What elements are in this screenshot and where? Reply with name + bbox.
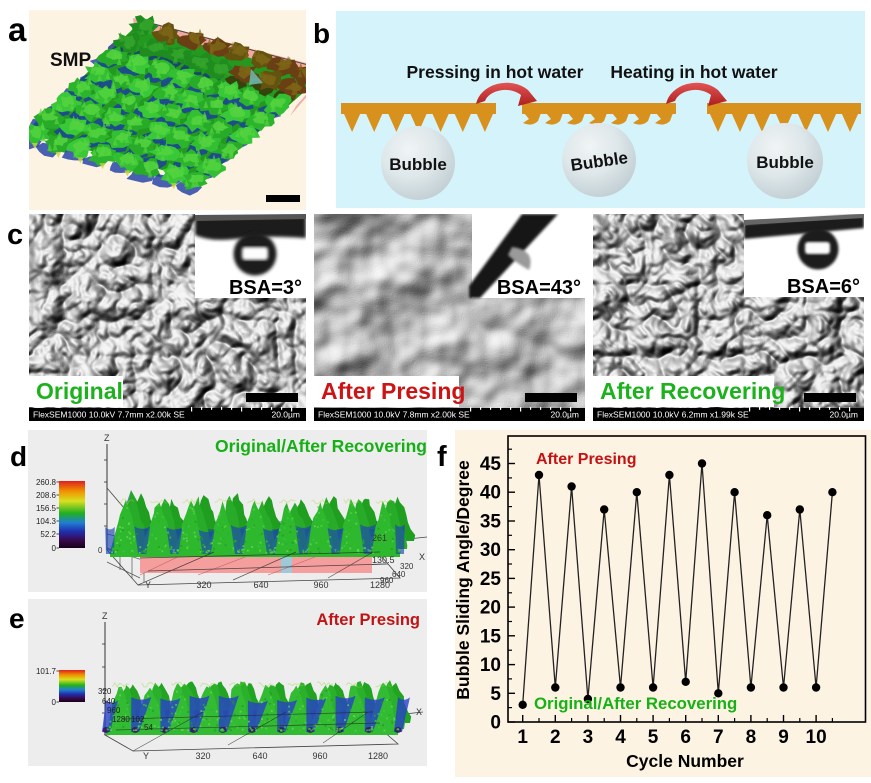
- svg-text:3: 3: [583, 727, 594, 748]
- svg-text:Z: Z: [104, 433, 110, 443]
- svg-text:1280: 1280: [112, 715, 130, 724]
- svg-text:0: 0: [490, 713, 501, 734]
- svg-text:261: 261: [372, 533, 387, 543]
- svg-text:8: 8: [746, 727, 757, 748]
- svg-text:320: 320: [98, 687, 112, 696]
- svg-text:960: 960: [312, 751, 327, 761]
- svg-text:20.0µm: 20.0µm: [829, 410, 858, 420]
- svg-text:960: 960: [313, 580, 328, 590]
- svg-text:45: 45: [480, 454, 502, 475]
- svg-text:20.0µm: 20.0µm: [271, 410, 300, 420]
- svg-text:FlexSEM1000 10.0kV 7.8mm x2.00: FlexSEM1000 10.0kV 7.8mm x2.00k SE: [318, 410, 470, 420]
- svg-text:After Presing: After Presing: [321, 378, 465, 404]
- svg-text:640: 640: [252, 751, 267, 761]
- svg-text:104.3: 104.3: [36, 517, 57, 526]
- svg-text:960: 960: [107, 706, 121, 715]
- svg-text:52.2: 52.2: [40, 530, 56, 539]
- svg-text:10: 10: [806, 727, 827, 748]
- svg-text:960: 960: [380, 576, 394, 585]
- svg-text:1: 1: [517, 727, 528, 748]
- svg-text:Z: Z: [102, 611, 108, 621]
- svg-text:25: 25: [480, 569, 502, 590]
- svg-text:320: 320: [195, 751, 210, 761]
- svg-text:Y: Y: [145, 580, 151, 590]
- svg-text:X: X: [419, 552, 425, 562]
- svg-text:Bubble Sliding Angle/Degree: Bubble Sliding Angle/Degree: [455, 460, 473, 700]
- svg-text:Bubble: Bubble: [389, 155, 447, 174]
- svg-text:7: 7: [713, 727, 724, 748]
- svg-text:BSA=6°: BSA=6°: [787, 276, 860, 298]
- svg-text:Original: Original: [36, 378, 123, 404]
- svg-text:Original/After Recovering: Original/After Recovering: [534, 694, 737, 713]
- svg-text:0: 0: [98, 546, 103, 555]
- svg-text:Bubble: Bubble: [756, 153, 814, 172]
- svg-text:0: 0: [52, 544, 57, 553]
- svg-text:0: 0: [52, 698, 57, 707]
- svg-text:2: 2: [550, 727, 561, 748]
- svg-text:260.8: 260.8: [36, 478, 57, 487]
- svg-text:320: 320: [400, 562, 414, 571]
- svg-text:Heating in hot water: Heating in hot water: [610, 62, 777, 82]
- svg-text:640: 640: [392, 570, 406, 579]
- svg-text:Cycle Number: Cycle Number: [626, 751, 744, 771]
- svg-text:320: 320: [196, 580, 211, 590]
- svg-text:101.7: 101.7: [36, 667, 57, 676]
- svg-text:10: 10: [480, 655, 501, 676]
- svg-text:After Recovering: After Recovering: [600, 378, 785, 404]
- svg-text:BSA=43°: BSA=43°: [497, 277, 581, 299]
- svg-text:1280: 1280: [370, 580, 390, 590]
- svg-text:54: 54: [144, 723, 153, 732]
- svg-text:4: 4: [615, 727, 626, 748]
- svg-text:Pressing in hot water: Pressing in hot water: [407, 62, 584, 82]
- svg-text:20.0µm: 20.0µm: [550, 410, 579, 420]
- svg-text:Y: Y: [143, 751, 149, 761]
- svg-text:30: 30: [480, 540, 501, 561]
- svg-text:FlexSEM1000 10.0kV 7.7mm x2.00: FlexSEM1000 10.0kV 7.7mm x2.00k SE: [33, 410, 185, 420]
- svg-text:9: 9: [778, 727, 789, 748]
- svg-text:15: 15: [480, 626, 502, 647]
- svg-text:640: 640: [102, 697, 116, 706]
- svg-text:208.6: 208.6: [36, 491, 57, 500]
- svg-text:After Presing: After Presing: [536, 451, 636, 468]
- svg-text:1280: 1280: [368, 751, 388, 761]
- svg-text:156.5: 156.5: [36, 504, 57, 513]
- svg-text:5: 5: [648, 727, 659, 748]
- svg-text:5: 5: [490, 684, 501, 705]
- svg-text:35: 35: [480, 512, 502, 533]
- svg-text:FlexSEM1000 10.0kV 6.2mm x1.99: FlexSEM1000 10.0kV 6.2mm x1.99k SE: [597, 410, 749, 420]
- svg-text:X: X: [416, 707, 422, 717]
- svg-text:40: 40: [480, 483, 501, 504]
- svg-text:SMP: SMP: [50, 50, 92, 71]
- svg-text:BSA=3°: BSA=3°: [229, 277, 302, 299]
- svg-text:640: 640: [253, 580, 268, 590]
- svg-text:130.5: 130.5: [372, 555, 395, 565]
- svg-text:20: 20: [480, 598, 501, 619]
- svg-text:102: 102: [131, 715, 145, 724]
- svg-text:6: 6: [680, 727, 691, 748]
- svg-text:After Presing: After Presing: [316, 611, 420, 629]
- svg-text:Original/After Recovering: Original/After Recovering: [215, 436, 427, 456]
